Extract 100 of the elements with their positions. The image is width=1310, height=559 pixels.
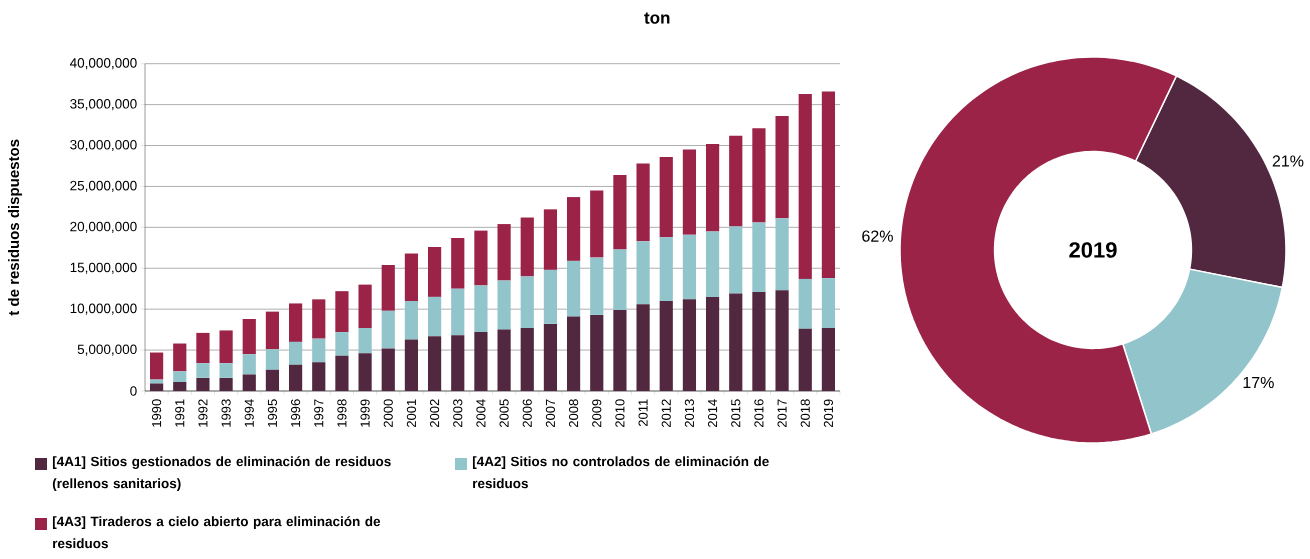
x-tick-label: 2000 (383, 399, 393, 428)
x-tick-label: 2010 (615, 399, 625, 428)
bar (798, 93, 812, 279)
x-tick-label: 1998 (337, 399, 347, 427)
bar (705, 296, 720, 391)
y-tick-label: 25,000,000 (70, 180, 137, 193)
bar (404, 339, 419, 391)
x-tick-label: 2013 (684, 399, 695, 428)
bar (173, 371, 187, 382)
x-tick-label: 2006 (522, 399, 532, 428)
y-tick-label: 30,000,000 (70, 139, 137, 152)
bar (821, 91, 836, 279)
bar (196, 332, 210, 364)
bar (427, 336, 442, 391)
bar (196, 363, 210, 378)
bar (729, 293, 743, 391)
x-tick-label: 2017 (777, 399, 787, 428)
x-tick-label: 2015 (731, 399, 741, 428)
bar (242, 374, 256, 391)
x-tick-label: 1997 (314, 399, 324, 427)
bar (196, 377, 210, 391)
bar (242, 354, 256, 375)
bar (219, 330, 233, 364)
bar (358, 327, 372, 354)
bar (729, 226, 743, 294)
bar (381, 348, 395, 391)
bar (659, 156, 673, 238)
bar (451, 237, 465, 289)
bar (705, 231, 720, 297)
x-tick-label: 1990 (151, 399, 162, 427)
bar (381, 264, 395, 311)
bar (636, 163, 650, 242)
bar (590, 257, 604, 315)
x-tick-label: 2004 (476, 399, 486, 428)
bar (590, 190, 604, 258)
bar (358, 284, 372, 328)
bar (497, 280, 511, 330)
bar (173, 343, 187, 372)
data-label: 62% (862, 230, 893, 242)
bar (520, 327, 534, 391)
bar (543, 323, 558, 391)
x-tick-label: 1991 (175, 399, 185, 427)
x-tick-label: 1999 (360, 399, 370, 427)
bar (613, 249, 627, 310)
legend-label: [4A1] Sitios gestionados de eliminación de residuos (rellenos sanitarios) (52, 456, 391, 491)
bar (335, 355, 349, 391)
x-tick-label: 2007 (545, 399, 556, 428)
bar (566, 260, 581, 317)
bar (821, 327, 836, 391)
x-tick-label: 2014 (707, 399, 718, 428)
x-tick-label: 2002 (429, 399, 440, 428)
x-tick-label: 2009 (592, 399, 602, 428)
bar (288, 341, 303, 365)
y-tick-label: 15,000,000 (70, 262, 137, 274)
bar (613, 174, 627, 250)
bar (404, 253, 419, 301)
x-tick-label: 1993 (221, 399, 231, 427)
bar (474, 285, 488, 333)
x-tick-label: 1995 (267, 399, 278, 427)
bar (775, 218, 789, 291)
bar (265, 311, 280, 350)
bar (659, 300, 673, 391)
bar (775, 116, 789, 219)
bar (752, 222, 766, 292)
x-tick-label: 1992 (198, 399, 208, 427)
x-tick-label: 2008 (568, 399, 579, 428)
bar (312, 362, 326, 391)
bar (288, 364, 303, 391)
bar (219, 377, 233, 391)
bar (752, 128, 766, 223)
bar (729, 135, 743, 227)
y-tick-label: 10,000,000 (70, 303, 137, 315)
bar (288, 303, 303, 342)
bar (590, 314, 604, 391)
bar (543, 209, 558, 270)
y-tick-label: 5,000,000 (77, 344, 137, 356)
bar (173, 381, 187, 391)
bar (312, 299, 326, 339)
bar (242, 318, 256, 355)
y-tick-label: 0 (130, 386, 137, 396)
bar (520, 276, 534, 328)
x-tick-label: 2011 (638, 399, 648, 427)
chart-title: ton (644, 12, 670, 24)
bar (427, 296, 442, 337)
bar (682, 149, 697, 235)
bar (798, 328, 812, 391)
bar (520, 217, 534, 277)
bar (219, 363, 233, 378)
bar (427, 246, 442, 297)
bar (682, 299, 697, 391)
x-tick-label: 2016 (754, 399, 764, 428)
bar (636, 304, 650, 391)
bar (265, 349, 280, 370)
bar (404, 300, 419, 340)
bar (497, 224, 511, 281)
bar (451, 288, 465, 336)
x-tick-label: 2012 (661, 399, 671, 428)
x-tick-label: 2003 (453, 399, 463, 428)
x-tick-label: 2001 (406, 399, 417, 428)
bar (613, 309, 627, 391)
